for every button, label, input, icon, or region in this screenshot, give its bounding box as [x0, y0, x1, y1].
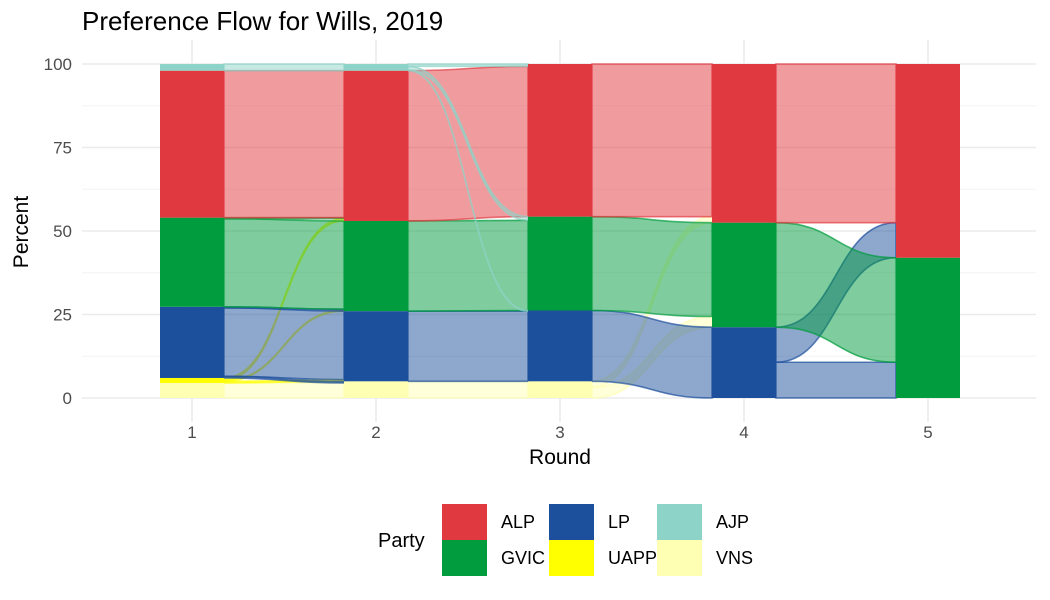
bar-round2-vns — [344, 381, 408, 398]
legend-label-uapp: UAPP — [608, 547, 658, 568]
bar-round2-lp — [344, 311, 408, 382]
flow-lp-to-lp-r2 — [407, 310, 529, 383]
bar-round4-alp — [712, 64, 776, 223]
legend-label-lp: LP — [608, 511, 631, 532]
bar-round5-alp — [896, 64, 960, 258]
flow-ajp-to-alp-r2 — [407, 63, 529, 68]
bar-round1-lp — [160, 306, 224, 378]
legend-swatch-gvic — [442, 540, 487, 576]
bar-round1-uapp — [160, 377, 224, 383]
legend-swatch-lp — [549, 504, 594, 540]
legend-swatch-ajp — [657, 504, 702, 540]
bar-round1-ajp — [160, 64, 224, 71]
flow-alp-to-alp-r4 — [775, 63, 897, 224]
bar-round1-gvic — [160, 217, 224, 307]
bar-round1-vns — [160, 382, 224, 398]
flow-vns-to-vns-r1 — [223, 382, 345, 399]
bar-round2-gvic — [344, 220, 408, 312]
bar-round2-alp — [344, 70, 408, 221]
bar-round2-ajp — [344, 64, 408, 71]
bar-round1-alp — [160, 70, 224, 218]
flow-gvic-to-gvic-r1 — [223, 217, 345, 310]
legend: Party ALP GVIC LP UAPP AJP VNS — [378, 502, 778, 580]
legend-item-alp: ALP — [442, 504, 535, 540]
tick-layer: 0 25 50 75 100 1 2 3 4 5 — [44, 55, 933, 442]
y-axis-label: Percent — [10, 195, 33, 269]
flow-layer — [223, 63, 897, 399]
y-tick-label: 0 — [63, 389, 72, 408]
flow-gvic-to-gvic-r3 — [591, 215, 713, 318]
legend-label-vns: VNS — [716, 547, 754, 568]
flow-vns-to-vns-r2 — [407, 380, 529, 399]
legend-item-vns: VNS — [657, 540, 753, 576]
x-axis-label: Round — [529, 446, 591, 469]
legend-label-gvic: GVIC — [501, 547, 546, 568]
bar-round4-gvic — [712, 222, 776, 328]
bar-round3-gvic — [528, 216, 592, 311]
bar-round5-gvic — [896, 257, 960, 398]
legend-item-uapp: UAPP — [549, 540, 657, 576]
legend-swatch-vns — [657, 540, 702, 576]
flow-lp-to-gvic-r4 — [775, 361, 897, 399]
flow-alp-to-alp-r1 — [223, 69, 345, 219]
y-tick-label: 100 — [44, 55, 72, 74]
x-tick-label: 5 — [923, 423, 932, 442]
legend-label-ajp: AJP — [716, 511, 750, 532]
legend-swatch-alp — [442, 504, 487, 540]
legend-item-ajp: AJP — [657, 504, 749, 540]
legend-item-gvic: GVIC — [442, 540, 545, 576]
bar-round4-lp — [712, 327, 776, 398]
chart-title: Preference Flow for Wills, 2019 — [82, 6, 444, 36]
bar-layer — [160, 64, 960, 398]
bar-round3-alp — [528, 64, 592, 217]
legend-swatch-uapp — [549, 540, 594, 576]
x-tick-label: 4 — [739, 423, 748, 442]
x-tick-label: 3 — [555, 423, 564, 442]
legend-item-lp: LP — [549, 504, 630, 540]
legend-label-alp: ALP — [501, 511, 536, 532]
flow-alp-to-alp-r3 — [591, 63, 713, 218]
flow-ajp-to-ajp-r1 — [223, 63, 345, 72]
flow-lp-to-lp-r1 — [223, 307, 345, 381]
x-tick-label: 2 — [371, 423, 380, 442]
y-tick-label: 50 — [53, 222, 72, 241]
y-tick-label: 25 — [53, 306, 72, 325]
y-tick-label: 75 — [53, 139, 72, 158]
legend-title: Party — [378, 530, 425, 552]
x-tick-label: 1 — [187, 423, 196, 442]
bar-round3-vns — [528, 381, 592, 398]
bar-round3-lp — [528, 310, 592, 382]
flow-gvic-to-gvic-r2 — [407, 219, 529, 312]
